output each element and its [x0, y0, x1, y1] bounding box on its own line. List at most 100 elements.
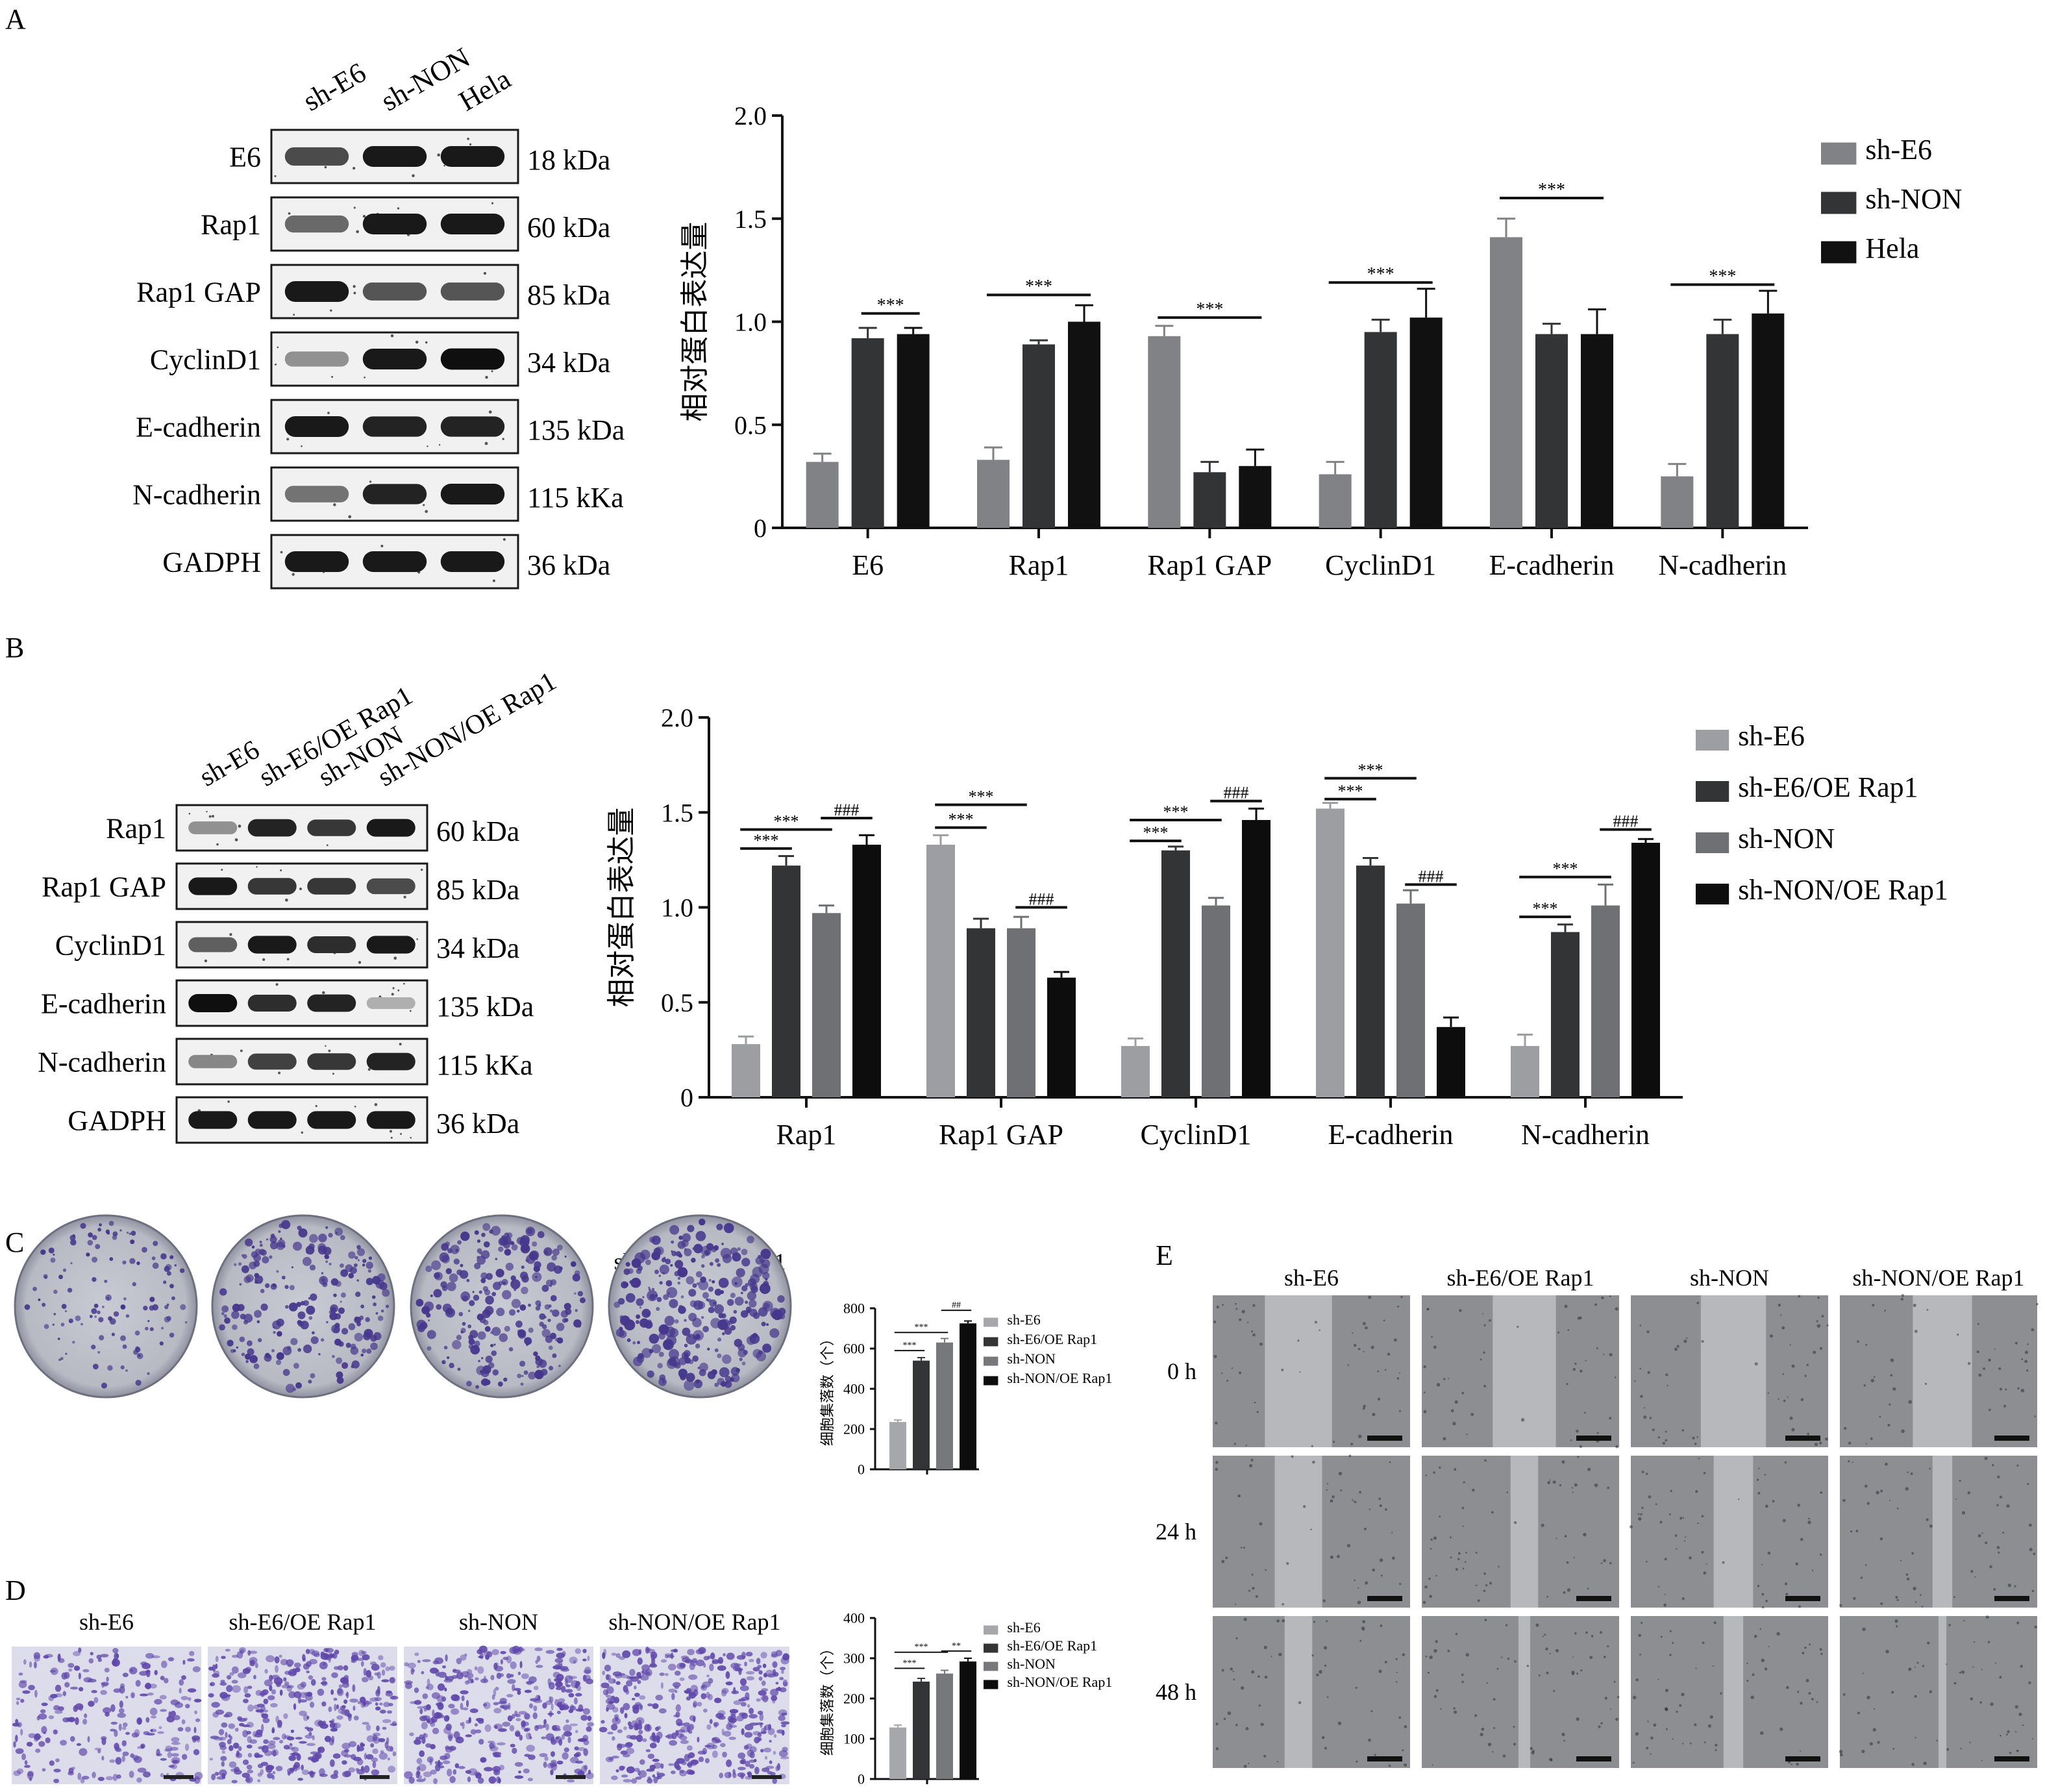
migrated-cell: [194, 1772, 203, 1780]
migrated-cell: [631, 1778, 638, 1784]
cell-speck: [1649, 1417, 1652, 1419]
cell-speck: [1326, 1620, 1328, 1623]
blot-speck: [227, 1101, 230, 1103]
migrated-cell: [583, 1748, 588, 1756]
migrated-cell: [219, 1682, 227, 1686]
colony: [468, 1338, 475, 1345]
migrated-cell: [382, 1726, 387, 1730]
colony: [778, 1308, 786, 1315]
cell-speck: [1259, 1522, 1263, 1526]
blot-speck: [256, 866, 258, 868]
migrated-cell: [446, 1715, 450, 1721]
migrated-cell: [53, 1778, 60, 1784]
colony: [636, 1314, 641, 1319]
migrated-cell: [221, 1773, 226, 1779]
cell-speck: [1580, 1669, 1583, 1672]
migrated-cell: [647, 1703, 653, 1707]
colony: [334, 1323, 340, 1328]
migrated-cell: [341, 1760, 347, 1765]
cell-speck: [1337, 1721, 1342, 1725]
cell-speck: [1502, 1754, 1506, 1758]
migrated-cell: [144, 1683, 151, 1689]
migrated-cell: [560, 1704, 569, 1710]
colony: [575, 1309, 578, 1312]
migrated-cell: [227, 1739, 232, 1745]
y-tick-label: 600: [843, 1341, 865, 1357]
migrated-cell: [731, 1690, 739, 1695]
cell-speck: [1767, 1392, 1770, 1394]
migrated-cell: [140, 1743, 145, 1749]
migrated-cell: [758, 1676, 763, 1681]
migrated-cell: [387, 1757, 390, 1761]
colony: [564, 1302, 571, 1310]
colony: [87, 1239, 93, 1246]
colony: [260, 1289, 265, 1293]
migrated-cell: [349, 1698, 358, 1703]
migrated-cell: [193, 1726, 197, 1734]
migrated-cell: [563, 1731, 572, 1737]
bar: [1007, 928, 1035, 1097]
cell-speck: [1997, 1475, 2000, 1478]
colony: [528, 1371, 536, 1380]
migrated-cell: [378, 1655, 384, 1661]
blot-speck: [409, 1010, 412, 1012]
colony: [480, 1272, 488, 1280]
cell-speck: [1363, 1527, 1367, 1530]
migrated-cell: [734, 1663, 741, 1667]
colony: [152, 1262, 159, 1269]
colony: [649, 1334, 660, 1344]
migrated-cell: [193, 1699, 202, 1703]
migrated-cell: [782, 1679, 788, 1687]
migrated-cell: [231, 1680, 238, 1684]
migrated-cell: [242, 1724, 251, 1728]
migrated-cell: [773, 1734, 777, 1738]
migrated-cell: [80, 1778, 85, 1784]
migrated-cell: [112, 1658, 116, 1666]
colony: [453, 1258, 460, 1265]
colony: [266, 1238, 269, 1241]
blot-speck: [206, 810, 208, 813]
migrated-cell: [101, 1682, 105, 1688]
wound-gap: [1493, 1295, 1556, 1447]
migrated-cell: [649, 1735, 654, 1741]
cell-speck: [2007, 1730, 2010, 1734]
migrated-cell: [438, 1671, 447, 1678]
bar: [1047, 977, 1076, 1097]
colony: [105, 1229, 110, 1234]
colony: [310, 1293, 317, 1301]
migrated-cell: [495, 1662, 499, 1667]
colony: [280, 1238, 282, 1240]
cell-speck: [1260, 1723, 1264, 1726]
colony: [340, 1263, 344, 1268]
colony: [362, 1263, 366, 1267]
colony: [32, 1286, 37, 1291]
cell-speck: [1681, 1693, 1685, 1697]
migrated-cell: [389, 1665, 395, 1671]
migrated-cell: [418, 1763, 427, 1772]
bar: [852, 844, 881, 1097]
blot-speck: [443, 164, 445, 167]
cell-speck: [1500, 1656, 1503, 1658]
migrated-cell: [761, 1680, 766, 1686]
blot-speck: [390, 334, 394, 338]
cell-speck: [1357, 1587, 1359, 1589]
cell-speck: [1905, 1573, 1909, 1576]
migrated-cell: [340, 1705, 345, 1711]
migrated-cell: [458, 1766, 465, 1769]
colony: [752, 1266, 763, 1278]
migrated-cell: [490, 1674, 495, 1680]
migrated-cell: [583, 1669, 591, 1674]
cell-speck: [1517, 1325, 1519, 1328]
cell-speck: [1637, 1513, 1640, 1515]
cell-speck: [1461, 1391, 1465, 1395]
cell-speck: [1694, 1442, 1697, 1445]
cell-speck: [1983, 1367, 1986, 1370]
bar: [1319, 474, 1352, 528]
colony: [639, 1306, 642, 1309]
colony: [40, 1249, 46, 1255]
migrated-cell: [137, 1767, 147, 1773]
migrated-cell: [738, 1712, 746, 1717]
cell-speck: [1738, 1499, 1740, 1500]
band-size-label: 85 kDa: [436, 874, 519, 906]
scale-bar: [1367, 1436, 1402, 1441]
